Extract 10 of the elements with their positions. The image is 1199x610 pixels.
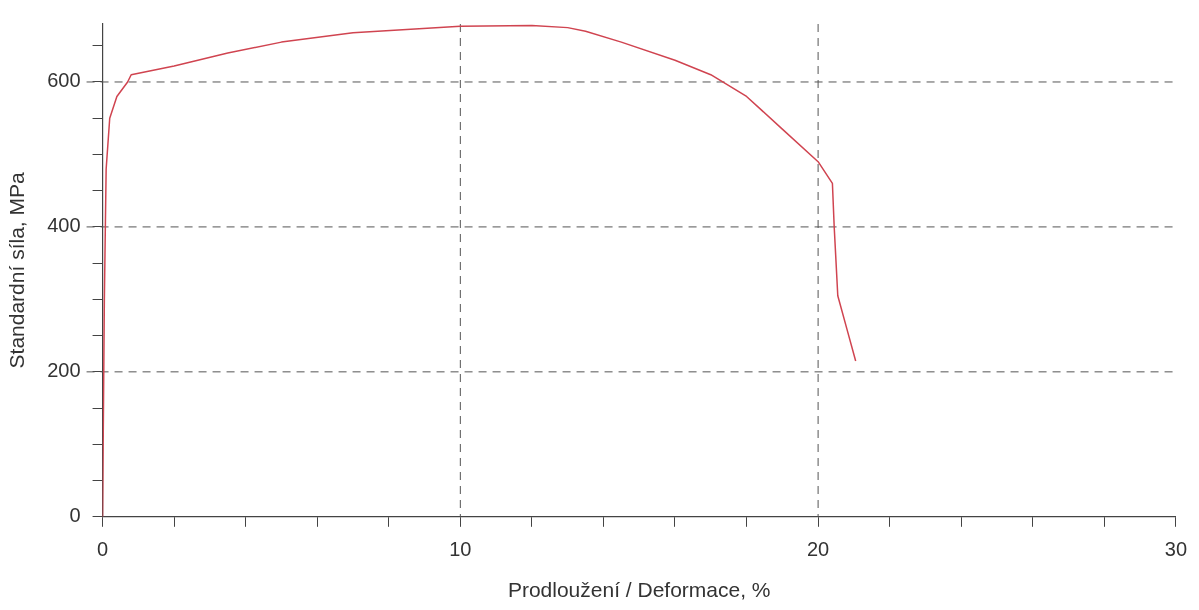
- y-tick-label: 400: [47, 214, 81, 237]
- y-tick-label: 600: [47, 69, 81, 92]
- x-tick-label: 20: [806, 538, 830, 561]
- y-tick-label: 200: [47, 359, 81, 382]
- x-tick-label: 10: [449, 538, 472, 561]
- y-axis-title: Standardní síla, MPa: [5, 172, 29, 369]
- x-tick-label: 0: [97, 538, 109, 561]
- x-axis-title: Prodloužení / Deformace, %: [507, 578, 771, 602]
- x-tick-label: 30: [1164, 538, 1187, 561]
- y-tick-label: 0: [69, 504, 81, 527]
